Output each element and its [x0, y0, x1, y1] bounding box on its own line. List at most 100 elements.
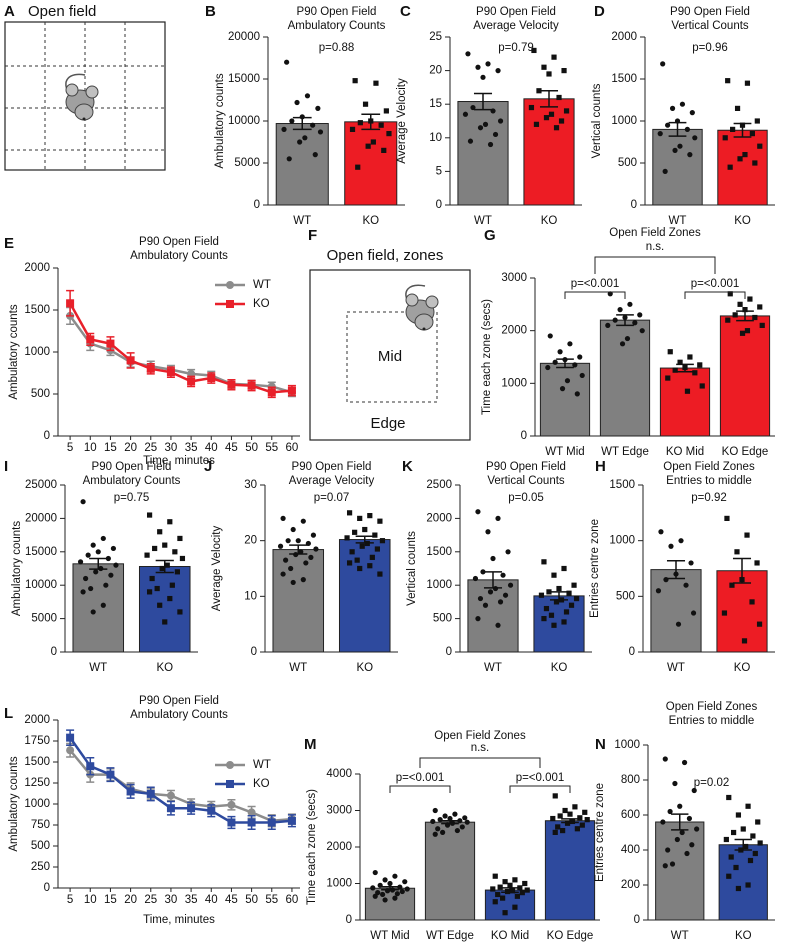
data-point: [690, 610, 697, 616]
bar: [484, 889, 536, 921]
data-point: [383, 108, 389, 114]
data-point: [103, 582, 109, 588]
chart-title: P90 Open Field: [670, 6, 750, 18]
x-tick-label: KO: [734, 215, 751, 227]
series-marker: [227, 800, 236, 809]
data-point: [551, 572, 557, 578]
series-marker: [187, 804, 196, 813]
y-tick-label: 0: [629, 646, 635, 658]
data-point: [688, 560, 694, 566]
data-point: [346, 560, 353, 566]
y-tick-label: 1500: [24, 304, 50, 316]
data-point: [352, 529, 358, 535]
x-tick-label: 5: [67, 442, 73, 454]
data-point: [754, 560, 760, 566]
data-point: [752, 850, 758, 857]
y-tick-label: 500: [433, 613, 452, 625]
data-point: [80, 499, 86, 505]
data-point: [313, 546, 319, 552]
x-tick-label: WT Mid: [545, 446, 584, 458]
data-point: [577, 354, 583, 360]
data-point: [514, 893, 520, 899]
error-bar: [733, 122, 752, 138]
panel-letter: A: [4, 3, 15, 20]
series-marker: [267, 818, 276, 827]
x-tick-label: KO: [735, 930, 752, 942]
x-tick-label: WT Edge: [426, 930, 474, 942]
data-point: [561, 68, 567, 74]
legend-label: WT: [253, 759, 271, 771]
error-bar: [441, 819, 459, 825]
data-point: [372, 869, 378, 876]
data-point: [300, 577, 306, 583]
y-tick-label: 250: [31, 861, 50, 873]
data-point: [495, 68, 501, 74]
y-tick-label: 2000: [501, 325, 527, 337]
data-point: [440, 829, 446, 836]
x-tick-label: KO Mid: [491, 930, 529, 942]
data-point: [397, 884, 403, 890]
data-point: [105, 555, 111, 562]
x-tick-label: 10: [84, 442, 97, 454]
legend-marker: [226, 780, 234, 788]
data-point: [569, 818, 576, 825]
data-point: [497, 884, 503, 890]
data-point: [432, 831, 438, 837]
y-tick-label: 15000: [228, 73, 260, 85]
data-point: [344, 535, 350, 541]
legend-label: WT: [253, 279, 271, 291]
data-point: [560, 827, 566, 834]
chart-title: P90 Open Field: [297, 6, 377, 18]
data-point: [672, 147, 678, 153]
annotation: n.s.: [471, 742, 490, 754]
data-point: [302, 135, 308, 141]
data-point: [475, 64, 481, 70]
panel-letter: E: [4, 235, 14, 252]
data-point: [354, 557, 360, 563]
y-tick-label: 0: [446, 646, 452, 658]
data-point: [723, 836, 729, 843]
annotation: p=<0.001: [516, 772, 565, 784]
data-point: [556, 94, 562, 101]
error-bar: [292, 116, 312, 131]
data-point: [667, 349, 673, 355]
error-bar: [561, 818, 579, 824]
data-point: [574, 391, 580, 397]
data-point: [726, 794, 732, 801]
data-point: [310, 532, 317, 538]
data-point: [100, 602, 106, 608]
data-point: [699, 383, 705, 389]
data-point: [495, 622, 501, 628]
x-tick-label: 60: [286, 442, 299, 454]
bar: [424, 821, 476, 921]
bar: [338, 539, 391, 653]
panel-letter: M: [304, 736, 317, 753]
data-point: [546, 71, 552, 77]
data-point: [732, 312, 738, 318]
y-axis-label: Time each zone (secs): [306, 789, 318, 905]
chart-title: P90 Open Field: [92, 461, 172, 473]
error-bar: [668, 121, 687, 137]
data-point: [548, 111, 555, 117]
data-point: [304, 93, 311, 99]
data-point: [374, 546, 380, 552]
data-point: [744, 80, 751, 86]
data-point: [579, 822, 585, 828]
data-point: [502, 910, 508, 916]
data-point: [744, 532, 750, 538]
data-point: [730, 126, 736, 132]
y-tick-label: 1500: [426, 546, 452, 558]
data-point: [284, 59, 290, 65]
data-point: [454, 827, 460, 834]
data-point: [283, 557, 289, 563]
legend-marker: [226, 281, 234, 289]
series-marker: [247, 808, 256, 817]
data-point: [167, 519, 173, 525]
error-bar: [734, 838, 752, 851]
data-point: [177, 535, 183, 542]
data-point: [289, 118, 295, 124]
data-point: [362, 526, 368, 533]
y-tick-label: 10: [429, 132, 442, 144]
data-point: [485, 529, 491, 535]
data-point: [740, 826, 746, 832]
